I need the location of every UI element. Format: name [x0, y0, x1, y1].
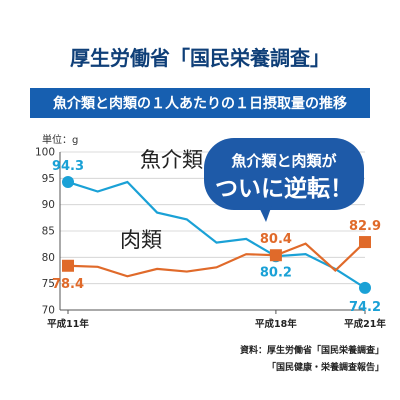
y-tick-label: 95 [42, 173, 55, 185]
x-tick-label: 平成21年 [344, 318, 386, 330]
meat-data-label: 80.4 [260, 232, 292, 247]
source-line-2: 「国民健康・栄養調査報告」 [266, 363, 384, 373]
y-tick-label: 70 [42, 305, 55, 317]
page-title: 厚生労働省「国民栄養調査」 [70, 46, 330, 70]
meat-data-label: 78.4 [52, 277, 84, 292]
y-unit-label: 単位：g [42, 135, 79, 146]
y-tick-label: 75 [42, 278, 55, 290]
x-tick-label: 平成11年 [47, 318, 89, 330]
fish-series-line [67, 180, 366, 289]
meat-data-label: 82.9 [349, 219, 381, 234]
callout-pointer [258, 205, 272, 222]
callout-bubble [204, 138, 364, 210]
y-tick-label: 100 [35, 147, 55, 159]
y-tick-label: 90 [42, 199, 55, 211]
subtitle-banner: 魚介類と肉類の１人あたりの１日摂取量の推移 [30, 88, 370, 118]
fish-data-point [359, 281, 371, 294]
callout-line-1: 魚介類と肉類が [231, 152, 337, 170]
source-line-1: 資料：厚生労働省「国民栄養調査」 [239, 346, 384, 356]
x-tick-label: 平成18年 [255, 318, 297, 330]
meat-series-name: 肉類 [120, 228, 162, 252]
fish-series-name: 魚介類 [140, 148, 203, 172]
meat-data-point [269, 249, 282, 262]
fish-data-label: 74.2 [349, 300, 381, 315]
callout-line-2: ついに逆転！ [215, 175, 353, 202]
fish-data-label: 94.3 [52, 159, 84, 174]
meat-data-point [62, 259, 74, 272]
fish-data-point [62, 176, 74, 189]
meat-series-line [67, 241, 366, 278]
subtitle-text: 魚介類と肉類の１人あたりの１日摂取量の推移 [53, 96, 347, 112]
meat-data-point [359, 236, 371, 249]
fish-data-label: 80.2 [260, 265, 292, 280]
y-tick-label: 85 [42, 226, 55, 238]
y-tick-label: 80 [42, 252, 55, 264]
